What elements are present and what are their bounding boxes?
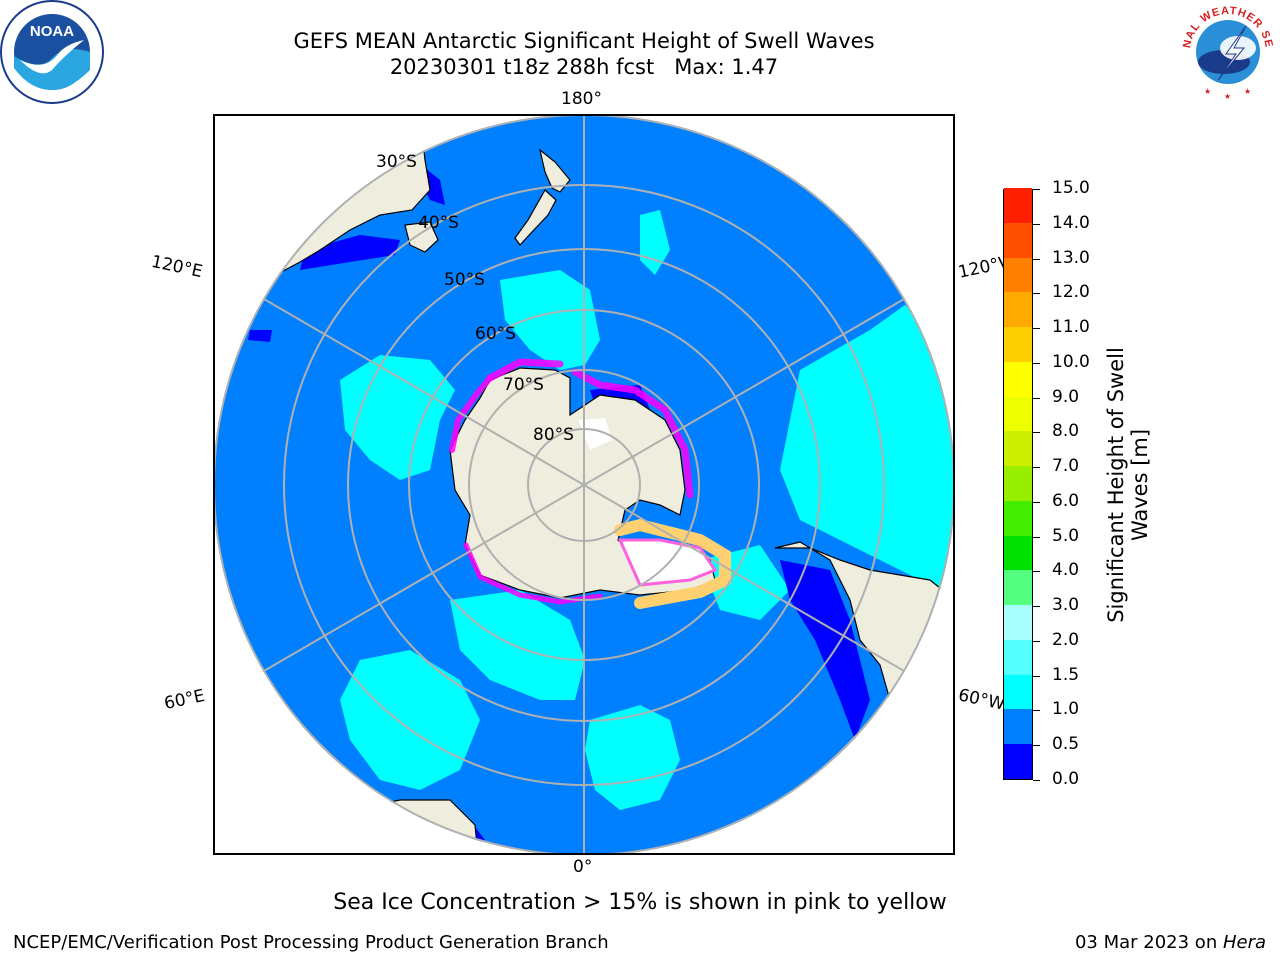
svg-text:★: ★ (1224, 92, 1231, 101)
colorbar-tick (1033, 640, 1040, 642)
colorbar-tick (1033, 223, 1040, 225)
swell-cyan-regions (340, 210, 954, 810)
colorbar-segment (1004, 361, 1032, 397)
colorbar-segment (1004, 291, 1032, 328)
colorbar-segment (1004, 396, 1032, 432)
colorbar (1003, 187, 1033, 780)
colorbar-tick-label: 6.0 (1052, 490, 1080, 511)
map-frame (213, 114, 955, 855)
colorbar-tick-label: 4.0 (1052, 560, 1080, 581)
lon-label-0: 0° (573, 857, 593, 877)
svg-text:★: ★ (1204, 87, 1211, 96)
colorbar-segment (1004, 743, 1032, 779)
graticule (214, 115, 954, 854)
colorbar-tick (1033, 710, 1040, 712)
colorbar-segment (1004, 639, 1032, 675)
colorbar-tick (1033, 258, 1040, 260)
colorbar-tick-label: 14.0 (1052, 212, 1090, 233)
nws-logo: NATIONAL WEATHER SERVICE ★★★ (1178, 2, 1276, 101)
lon-label-180: 180° (561, 89, 602, 109)
colorbar-segment (1004, 465, 1032, 501)
colorbar-tick-label: 7.0 (1052, 456, 1080, 477)
footer-date-text: 03 Mar 2023 on (1074, 932, 1223, 953)
colorbar-tick (1033, 501, 1040, 503)
footer-machine: Hera (1222, 932, 1266, 953)
colorbar-segment (1004, 326, 1032, 362)
colorbar-tick-label: 5.0 (1052, 525, 1080, 546)
lat-label-40s: 40°S (418, 213, 459, 233)
colorbar-segment (1004, 535, 1032, 571)
colorbar-segment (1004, 222, 1032, 258)
colorbar-title-line1: Significant Height of Swell (1104, 347, 1128, 623)
chart-subtitle: 20230301 t18z 288h fcst Max: 1.47 (389, 55, 779, 79)
lat-label-70s: 70°S (503, 375, 544, 395)
colorbar-segment (1004, 709, 1032, 745)
colorbar-tick (1033, 328, 1040, 330)
colorbar-tick-label: 8.0 (1052, 421, 1080, 442)
colorbar-title: Significant Height of Swell Waves [m] (1104, 347, 1152, 623)
colorbar-tick (1033, 467, 1040, 469)
chart-title: GEFS MEAN Antarctic Significant Height o… (293, 29, 875, 53)
colorbar-tick-label: 1.5 (1052, 664, 1080, 685)
colorbar-tick-label: 3.0 (1052, 595, 1080, 616)
svg-text:★: ★ (1244, 87, 1251, 96)
lat-label-80s: 80°S (533, 425, 574, 445)
colorbar-tick-label: 15.0 (1052, 178, 1090, 198)
colorbar-tick-label: 11.0 (1052, 317, 1090, 338)
colorbar-tick (1033, 293, 1040, 295)
lat-label-50s: 50°S (444, 270, 485, 290)
colorbar-tick-label: 10.0 (1052, 351, 1090, 372)
colorbar-segment (1004, 569, 1032, 606)
colorbar-tick-label: 9.0 (1052, 386, 1080, 407)
colorbar-tick (1033, 675, 1040, 677)
colorbar-tick (1033, 432, 1040, 434)
colorbar-tick (1033, 362, 1040, 364)
colorbar-tick-label: 0.0 (1052, 769, 1080, 789)
colorbar-segment (1004, 500, 1032, 536)
lat-label-60s: 60°S (475, 324, 516, 344)
colorbar-title-line2: Waves [m] (1128, 428, 1152, 542)
colorbar-segment (1004, 674, 1032, 710)
colorbar-segment (1004, 257, 1032, 293)
footer-date: 03 Mar 2023 on Hera (1075, 932, 1266, 953)
colorbar-tick (1033, 536, 1040, 538)
noaa-logo: NOAA (0, 0, 104, 104)
colorbar-tick (1033, 745, 1040, 747)
colorbar-segment (1004, 430, 1032, 467)
colorbar-tick (1033, 189, 1040, 190)
colorbar-tick-label: 2.0 (1052, 629, 1080, 650)
sea-ice-footnote: Sea Ice Concentration > 15% is shown in … (333, 890, 947, 915)
colorbar-tick-label: 0.5 (1052, 734, 1080, 755)
colorbar-tick (1033, 397, 1040, 399)
colorbar-tick-label: 1.0 (1052, 699, 1080, 720)
footer-branch: NCEP/EMC/Verification Post Processing Pr… (13, 932, 609, 953)
colorbar-segment (1004, 604, 1032, 640)
svg-text:NOAA: NOAA (30, 23, 74, 40)
lat-label-30s: 30°S (376, 152, 417, 172)
colorbar-tick (1033, 606, 1040, 608)
colorbar-tick (1033, 780, 1040, 781)
sea-ice (449, 358, 731, 609)
colorbar-tick-label: 12.0 (1052, 282, 1090, 303)
colorbar-segment (1004, 187, 1032, 223)
colorbar-tick (1033, 571, 1040, 573)
colorbar-tick-label: 13.0 (1052, 247, 1090, 268)
